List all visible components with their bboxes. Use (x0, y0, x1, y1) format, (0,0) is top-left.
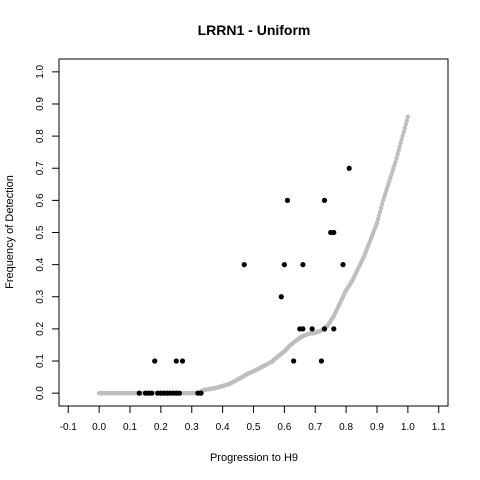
x-tick-label: 0.1 (123, 422, 137, 433)
x-tick-label: 0.6 (277, 422, 291, 433)
y-axis: 0.0 0.1 0.2 0.3 0.4 0.5 0.6 0.7 0.8 0.9 1.0 (35, 64, 59, 400)
observed-point (149, 390, 155, 396)
observed-point (340, 262, 346, 268)
y-tick-label: 0.7 (35, 161, 46, 175)
observed-point (176, 390, 183, 396)
x-tick-label: 0.8 (339, 422, 353, 433)
x-tick-label: 0.0 (92, 422, 106, 433)
y-tick-label: 0.5 (35, 225, 46, 239)
uniform-point (404, 118, 410, 123)
uniform-point (397, 144, 402, 150)
observed-point (136, 390, 142, 396)
uniform-point (394, 155, 399, 161)
observed-point (321, 326, 328, 332)
x-tick-label: 1.0 (401, 422, 415, 433)
observed-point (198, 390, 204, 396)
uniform-point (402, 125, 407, 131)
y-tick-label: 0.4 (35, 257, 46, 271)
x-tick-label: 0.5 (247, 422, 261, 433)
y-tick-label: 0.1 (35, 354, 46, 368)
uniform-point (374, 220, 380, 226)
observed-point (331, 229, 337, 236)
y-tick-label: 0.2 (35, 322, 46, 336)
observed-point (309, 326, 315, 332)
uniform-point (396, 148, 401, 153)
x-tick-label: 0.9 (370, 422, 384, 433)
data-points (96, 114, 411, 396)
observed-point (278, 294, 284, 300)
observed-point (152, 358, 158, 364)
x-axis-label: Progression to H9 (210, 452, 298, 464)
observed-point (179, 358, 186, 364)
x-axis: -0.1 0.0 0.1 0.2 0.3 0.4 0.5 0.6 0.7 0.8 0.9 1.0 1.1 (60, 406, 446, 433)
observed-point (318, 358, 325, 364)
chart-title: LRRN1 - Uniform (198, 22, 311, 38)
y-tick-label: 0.6 (35, 193, 46, 207)
observed-point (300, 326, 306, 332)
uniform-point (377, 209, 383, 214)
observed-point (173, 358, 179, 364)
y-tick-label: 0.9 (35, 97, 46, 111)
y-tick-label: 0.0 (35, 386, 46, 400)
uniform-point (403, 122, 409, 127)
x-tick-label: 1.1 (432, 422, 446, 433)
observed-point (291, 358, 297, 364)
y-tick-label: 0.8 (35, 129, 46, 143)
x-tick-label: -0.1 (60, 422, 78, 433)
uniform-point (399, 137, 404, 142)
uniform-point (379, 201, 385, 207)
x-tick-label: 0.3 (185, 422, 199, 433)
uniform-point (375, 216, 381, 222)
uniform-point (400, 133, 405, 138)
uniform-point (398, 140, 403, 146)
observed-point (346, 165, 352, 171)
x-tick-label: 0.4 (216, 422, 230, 433)
y-tick-label: 0.3 (35, 289, 46, 303)
observed-point (300, 262, 306, 268)
uniform-point (395, 152, 400, 157)
y-tick-label: 1.0 (35, 64, 46, 78)
observed-point (241, 262, 247, 268)
observed-point (284, 197, 291, 203)
uniform-point (378, 205, 384, 211)
uniform-point (405, 114, 411, 120)
uniform-point (393, 159, 398, 165)
y-axis-label: Frequency of Detection (4, 175, 16, 289)
observed-point (321, 197, 328, 203)
observed-point (281, 262, 287, 268)
observed-point (331, 326, 337, 332)
uniform-point (376, 213, 382, 218)
uniform-point (401, 129, 406, 135)
x-tick-label: 0.7 (308, 422, 322, 433)
x-tick-label: 0.2 (154, 422, 168, 433)
